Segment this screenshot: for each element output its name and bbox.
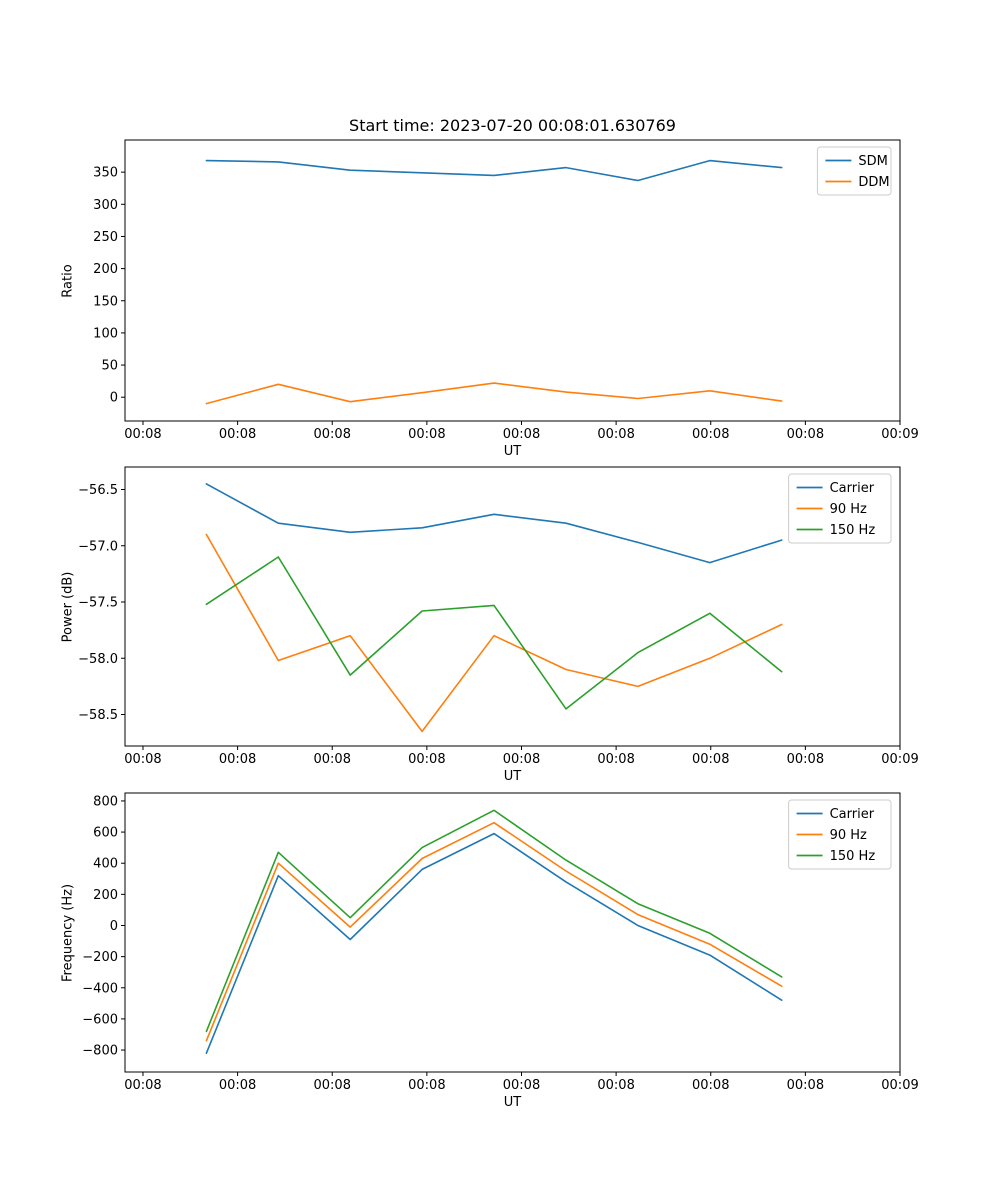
x-tick-label: 00:08 <box>692 752 729 767</box>
x-tick-label: 00:08 <box>124 427 161 442</box>
x-tick-label: 00:08 <box>408 752 445 767</box>
y-tick-label: 50 <box>101 359 118 374</box>
chart-3: 00:08 00:08 00:08 00:08 00:08 00:08 00:08 00:08… <box>82 792 919 1093</box>
y-tick-label: 300 <box>93 198 118 213</box>
x-axis-label-ut-2: UT <box>503 769 522 784</box>
x-axis-label-ut-1: UT <box>503 444 522 459</box>
x-tick-label: 00:08 <box>787 752 824 767</box>
y-axis-label-power: Power (dB) <box>60 571 76 643</box>
x-tick-label: 00:08 <box>503 1078 540 1093</box>
series-line-carrier <box>205 483 783 564</box>
plot-border <box>124 792 901 1073</box>
y-tick-label: −57.5 <box>78 596 118 611</box>
y-tick-label: −58.0 <box>78 652 118 667</box>
x-tick-label: 00:08 <box>219 427 256 442</box>
chart-2: 00:08 00:08 00:08 00:08 00:08 00:08 00:08 00:08… <box>78 466 919 767</box>
y-tick-label: −56.5 <box>78 483 118 498</box>
x-tick-label: 00:08 <box>692 427 729 442</box>
x-tick-label: 00:08 <box>314 427 351 442</box>
legend-label: SDM <box>858 154 887 169</box>
x-tick-label: 00:08 <box>124 752 161 767</box>
x-tick-label: 00:09 <box>881 752 918 767</box>
series-line-sdm <box>205 159 783 182</box>
legend-label: Carrier <box>830 807 875 822</box>
series-line-150-hz <box>205 809 783 1033</box>
x-tick-label: 00:08 <box>692 1078 729 1093</box>
x-tick-label: 00:08 <box>787 427 824 442</box>
x-tick-label: 00:08 <box>314 1078 351 1093</box>
y-tick-label: −800 <box>82 1044 118 1059</box>
y-tick-label: 200 <box>93 888 118 903</box>
series-line-90-hz <box>205 533 783 733</box>
y-tick-label: 0 <box>110 391 118 406</box>
legend: SDM DDM <box>816 146 892 196</box>
legend-label: 150 Hz <box>830 849 876 864</box>
y-tick-label: −58.5 <box>78 708 118 723</box>
y-axis-label-frequency: Frequency (Hz) <box>60 883 76 983</box>
y-tick-label: 600 <box>93 826 118 841</box>
y-tick-label: −57.0 <box>78 539 118 554</box>
y-tick-label: 350 <box>93 166 118 181</box>
legend-label: 150 Hz <box>830 523 876 538</box>
x-tick-label: 00:08 <box>124 1078 161 1093</box>
x-tick-label: 00:08 <box>503 752 540 767</box>
y-tick-label: 400 <box>93 857 118 872</box>
legend-box <box>816 146 892 196</box>
y-tick-label: 100 <box>93 326 118 341</box>
figure-title: Start time: 2023-07-20 00:08:01.630769 <box>349 116 676 135</box>
x-tick-label: 00:08 <box>219 752 256 767</box>
legend-label: DDM <box>858 175 889 190</box>
x-tick-label: 00:08 <box>408 1078 445 1093</box>
legend: Carrier 90 Hz 150 Hz <box>788 799 892 870</box>
x-tick-label: 00:08 <box>787 1078 824 1093</box>
x-tick-label: 00:08 <box>314 752 351 767</box>
chart-1: 00:08 00:08 00:08 00:08 00:08 00:08 00:08 00:08… <box>93 139 919 442</box>
x-tick-label: 00:08 <box>408 427 445 442</box>
x-tick-label: 00:08 <box>219 1078 256 1093</box>
legend-label: 90 Hz <box>830 828 867 843</box>
x-tick-label: 00:09 <box>881 427 918 442</box>
y-tick-label: −600 <box>82 1012 118 1027</box>
legend: Carrier 90 Hz 150 Hz <box>788 473 892 544</box>
series-line-carrier <box>205 832 783 1054</box>
y-axis-label-ratio: Ratio <box>60 264 76 298</box>
y-tick-label: −400 <box>82 981 118 996</box>
series-line-90-hz <box>205 821 783 1042</box>
x-tick-label: 00:08 <box>503 427 540 442</box>
legend-box <box>788 473 892 544</box>
x-tick-label: 00:08 <box>597 1078 634 1093</box>
y-tick-label: −200 <box>82 950 118 965</box>
y-tick-label: 150 <box>93 294 118 309</box>
series-line-ddm <box>205 382 783 405</box>
plot-border <box>124 139 901 422</box>
x-tick-label: 00:08 <box>597 752 634 767</box>
x-tick-label: 00:09 <box>881 1078 918 1093</box>
legend-box <box>788 799 892 870</box>
x-axis-label-ut-3: UT <box>503 1095 522 1110</box>
legend-label: 90 Hz <box>830 502 867 517</box>
legend-label: Carrier <box>830 481 875 496</box>
y-tick-label: 0 <box>110 919 118 934</box>
plot-border <box>124 466 901 747</box>
y-tick-label: 250 <box>93 230 118 245</box>
y-tick-label: 200 <box>93 262 118 277</box>
x-tick-label: 00:08 <box>597 427 634 442</box>
series-line-150-hz <box>205 556 783 710</box>
y-tick-label: 800 <box>93 794 118 809</box>
